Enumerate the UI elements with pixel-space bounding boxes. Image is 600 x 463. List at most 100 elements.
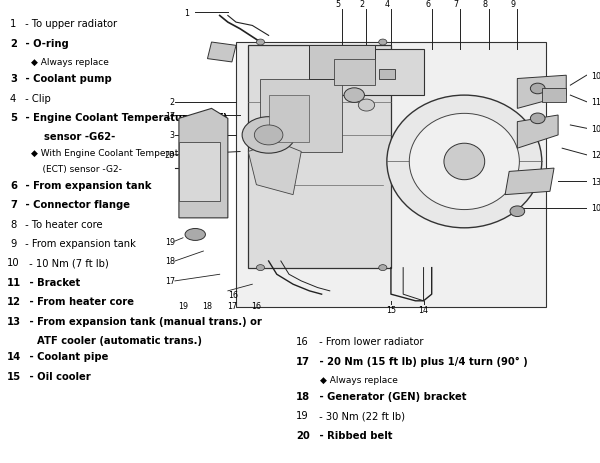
Bar xyxy=(260,79,342,152)
Text: 7: 7 xyxy=(454,0,459,9)
Polygon shape xyxy=(208,43,236,63)
Ellipse shape xyxy=(379,265,387,271)
Text: 1: 1 xyxy=(10,19,16,29)
Ellipse shape xyxy=(444,144,485,180)
Polygon shape xyxy=(236,43,546,308)
Text: sensor -G62-: sensor -G62- xyxy=(23,132,116,142)
Text: - Coolant pipe: - Coolant pipe xyxy=(26,352,109,362)
Text: - To heater core: - To heater core xyxy=(22,219,103,229)
Ellipse shape xyxy=(510,206,524,217)
Text: 4: 4 xyxy=(10,94,16,103)
Text: 3: 3 xyxy=(10,74,17,84)
Polygon shape xyxy=(517,116,558,149)
Text: 18: 18 xyxy=(296,391,310,401)
Ellipse shape xyxy=(242,118,295,154)
Text: 10: 10 xyxy=(591,204,600,213)
Text: ◆ With Engine Coolant Temperature: ◆ With Engine Coolant Temperature xyxy=(31,149,193,157)
Text: 19: 19 xyxy=(178,301,188,311)
Ellipse shape xyxy=(379,40,387,46)
Text: 2: 2 xyxy=(360,0,365,9)
Text: 11: 11 xyxy=(591,98,600,107)
Text: 16: 16 xyxy=(296,337,309,346)
Ellipse shape xyxy=(358,100,374,112)
Text: 9: 9 xyxy=(511,0,516,9)
Text: - 20 Nm (15 ft lb) plus 1/4 turn (90° ): - 20 Nm (15 ft lb) plus 1/4 turn (90° ) xyxy=(316,356,527,366)
Bar xyxy=(542,89,566,102)
Bar xyxy=(269,96,310,142)
Text: - 30 Nm (22 ft lb): - 30 Nm (22 ft lb) xyxy=(316,411,404,420)
Text: - 10 Nm (7 ft lb): - 10 Nm (7 ft lb) xyxy=(26,258,109,268)
Text: 13: 13 xyxy=(591,177,600,187)
Polygon shape xyxy=(248,46,391,268)
Ellipse shape xyxy=(530,84,545,94)
Text: 10: 10 xyxy=(591,72,600,81)
Text: 13: 13 xyxy=(7,316,21,326)
Text: 14: 14 xyxy=(7,352,21,362)
Text: 9: 9 xyxy=(10,238,16,249)
Polygon shape xyxy=(517,76,566,109)
Text: - From expansion tank (manual trans.) or: - From expansion tank (manual trans.) or xyxy=(26,316,262,326)
Text: - From lower radiator: - From lower radiator xyxy=(316,337,423,346)
Text: 5: 5 xyxy=(10,113,17,123)
Ellipse shape xyxy=(344,88,364,103)
Text: 11: 11 xyxy=(7,277,21,287)
Text: 14: 14 xyxy=(419,305,428,314)
Ellipse shape xyxy=(254,125,283,145)
Text: 2: 2 xyxy=(10,38,17,49)
Text: 6: 6 xyxy=(10,181,17,191)
Polygon shape xyxy=(179,142,220,202)
Text: 17: 17 xyxy=(227,301,237,311)
Text: ◆ Always replace: ◆ Always replace xyxy=(320,375,398,384)
Text: 12: 12 xyxy=(591,151,600,160)
Text: 10: 10 xyxy=(7,258,20,268)
Text: 2: 2 xyxy=(170,98,175,107)
Ellipse shape xyxy=(387,96,542,228)
Text: ATF cooler (automatic trans.): ATF cooler (automatic trans.) xyxy=(23,335,202,345)
Bar xyxy=(379,69,395,79)
Text: 20: 20 xyxy=(296,430,310,440)
Ellipse shape xyxy=(185,229,205,241)
Text: 16: 16 xyxy=(251,301,262,311)
Text: 20: 20 xyxy=(165,151,175,160)
Ellipse shape xyxy=(256,265,265,271)
Text: 15: 15 xyxy=(7,371,21,381)
Text: - From expansion tank: - From expansion tank xyxy=(22,238,136,249)
Text: (ECT) sensor -G2-: (ECT) sensor -G2- xyxy=(31,164,121,174)
Text: 7: 7 xyxy=(10,200,17,210)
Text: - To upper radiator: - To upper radiator xyxy=(22,19,117,29)
Text: - Generator (GEN) bracket: - Generator (GEN) bracket xyxy=(316,391,466,401)
Text: 8: 8 xyxy=(10,219,16,229)
Text: 6: 6 xyxy=(425,0,430,9)
Text: - Clip: - Clip xyxy=(22,94,50,103)
Polygon shape xyxy=(248,142,301,195)
Text: - Connector flange: - Connector flange xyxy=(22,200,130,210)
Text: - Oil cooler: - Oil cooler xyxy=(26,371,91,381)
Text: 15: 15 xyxy=(386,305,396,314)
Text: 1: 1 xyxy=(185,9,190,18)
Ellipse shape xyxy=(409,114,520,210)
Text: 16: 16 xyxy=(228,290,238,299)
Polygon shape xyxy=(505,169,554,195)
Text: - Ribbed belt: - Ribbed belt xyxy=(316,430,392,440)
Text: - Engine Coolant Temperature (ECT): - Engine Coolant Temperature (ECT) xyxy=(22,113,227,123)
Text: 18: 18 xyxy=(202,301,212,311)
Text: 8: 8 xyxy=(482,0,487,9)
Text: 17: 17 xyxy=(165,277,175,286)
Text: 19: 19 xyxy=(165,237,175,246)
Text: - From heater core: - From heater core xyxy=(26,297,134,307)
Text: - Coolant pump: - Coolant pump xyxy=(22,74,112,84)
Text: - From expansion tank: - From expansion tank xyxy=(22,181,151,191)
Text: 17: 17 xyxy=(165,111,175,120)
Text: 10: 10 xyxy=(591,125,600,133)
Ellipse shape xyxy=(530,114,545,125)
Text: 19: 19 xyxy=(296,411,309,420)
Polygon shape xyxy=(179,109,228,219)
Text: 12: 12 xyxy=(7,297,21,307)
Polygon shape xyxy=(310,46,374,79)
Ellipse shape xyxy=(256,40,265,46)
Text: 18: 18 xyxy=(165,257,175,266)
Text: - Bracket: - Bracket xyxy=(26,277,80,287)
Bar xyxy=(322,50,424,96)
Bar xyxy=(334,59,374,86)
Text: 5: 5 xyxy=(335,0,340,9)
